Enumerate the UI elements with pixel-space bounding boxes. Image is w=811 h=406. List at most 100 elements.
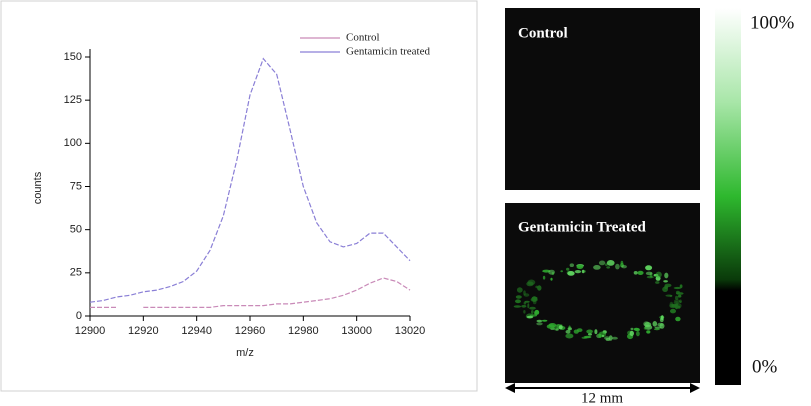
y-tick-label: 75 xyxy=(70,180,82,192)
signal-spot xyxy=(523,310,526,314)
image-panel xyxy=(505,8,700,190)
y-tick-label: 50 xyxy=(70,224,82,236)
signal-spot xyxy=(536,319,543,323)
signal-spot xyxy=(636,331,640,337)
signal-spot xyxy=(643,326,648,330)
x-axis-label: m/z xyxy=(236,347,254,359)
x-tick-label: 12900 xyxy=(75,325,106,337)
signal-spot xyxy=(655,281,660,284)
colorbar xyxy=(715,8,741,385)
series-line xyxy=(90,277,411,308)
signal-spot xyxy=(637,270,644,275)
signal-spot xyxy=(531,296,538,302)
signal-spot xyxy=(606,260,615,266)
signal-spot xyxy=(677,305,681,309)
signal-spot xyxy=(566,267,570,271)
signal-spot xyxy=(674,303,679,310)
signal-spot xyxy=(608,335,613,341)
signal-spot xyxy=(550,277,553,281)
signal-spot xyxy=(513,305,522,308)
x-tick-label: 12920 xyxy=(128,325,159,337)
signal-spot xyxy=(659,317,664,323)
signal-spot xyxy=(620,260,624,265)
signal-spot xyxy=(573,329,579,334)
signal-spot xyxy=(652,321,658,327)
signal-spot xyxy=(615,263,620,270)
y-tick-label: 25 xyxy=(70,267,82,279)
signal-spot xyxy=(645,271,653,276)
signal-spot xyxy=(527,303,530,309)
signal-spot xyxy=(675,316,681,322)
signal-spot xyxy=(621,265,627,269)
series-line xyxy=(89,57,411,303)
signal-spot xyxy=(669,294,673,297)
signal-spot xyxy=(598,333,602,338)
signal-spot xyxy=(676,292,684,295)
signal-spot xyxy=(565,329,571,334)
signal-spot xyxy=(611,336,618,340)
signal-spot xyxy=(515,295,522,299)
signal-spot xyxy=(663,280,668,283)
signal-spot xyxy=(516,287,523,293)
signal-spot xyxy=(588,333,592,336)
signal-spot xyxy=(531,310,534,314)
y-axis-label: counts xyxy=(32,171,44,204)
signal-spot xyxy=(569,263,574,268)
signal-spot xyxy=(604,336,610,340)
signal-spot xyxy=(673,286,682,290)
signal-spot xyxy=(574,270,582,274)
signal-spot xyxy=(583,335,592,339)
signal-spot xyxy=(567,271,575,276)
signal-spot xyxy=(521,304,527,308)
signal-spot xyxy=(541,319,548,322)
signal-spot xyxy=(548,269,555,275)
panel-label: Gentamicin Treated xyxy=(518,219,647,235)
y-tick-label: 100 xyxy=(64,137,82,149)
x-tick-label: 13000 xyxy=(341,325,372,337)
signal-spot xyxy=(630,327,634,331)
signal-spot xyxy=(662,286,668,292)
signal-spot xyxy=(576,264,584,269)
y-tick-label: 150 xyxy=(64,51,82,63)
legend-label: Control xyxy=(346,32,380,44)
chart-frame xyxy=(0,0,478,392)
signal-spot xyxy=(529,306,536,310)
image-panel xyxy=(505,203,700,383)
signal-spot xyxy=(653,328,660,331)
signal-spot xyxy=(515,299,521,304)
colorbar-min-label: 0% xyxy=(752,356,778,377)
signal-spot xyxy=(679,284,683,289)
signal-spot xyxy=(675,295,679,300)
signal-spot xyxy=(664,283,672,288)
legend-label: Gentamicin treated xyxy=(346,46,430,58)
signal-spot xyxy=(565,333,574,339)
signal-spot xyxy=(560,270,563,273)
signal-spot xyxy=(593,265,601,270)
signal-spot xyxy=(633,271,638,275)
signal-spot xyxy=(673,301,679,305)
x-tick-label: 12960 xyxy=(235,325,266,337)
panel-label: Control xyxy=(518,25,568,41)
signal-spot xyxy=(523,290,526,296)
signal-spot xyxy=(644,322,652,328)
signal-spot xyxy=(606,266,611,269)
signal-spot xyxy=(645,265,653,271)
signal-spots xyxy=(513,260,684,341)
colorbar-max-label: 100% xyxy=(750,12,795,33)
signal-spot xyxy=(655,271,662,278)
signal-spot xyxy=(535,285,539,289)
y-tick-label: 0 xyxy=(76,310,82,322)
y-tick-label: 125 xyxy=(64,94,82,106)
signal-spot xyxy=(659,323,665,329)
signal-spot xyxy=(534,309,540,315)
signal-spot xyxy=(555,328,559,331)
signal-spot xyxy=(670,308,676,314)
signal-spot xyxy=(598,260,606,266)
signal-spot xyxy=(678,294,682,298)
signal-spot xyxy=(664,272,669,279)
signal-spot xyxy=(635,328,640,332)
signal-spot xyxy=(524,300,530,303)
signal-spot xyxy=(526,315,534,319)
